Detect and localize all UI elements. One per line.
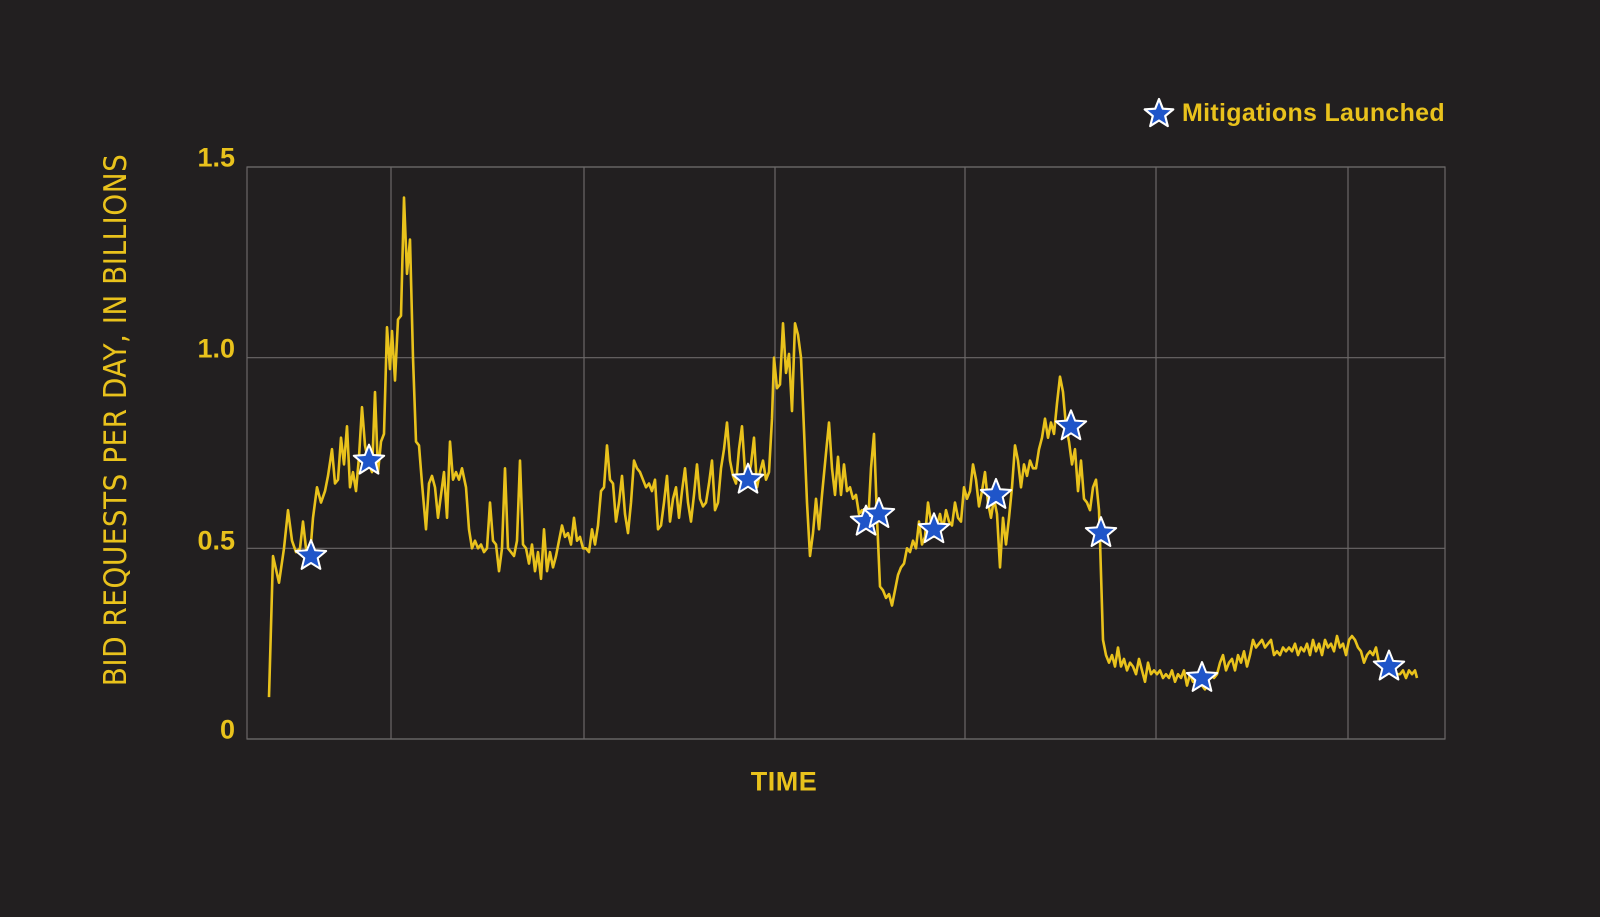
- mitigation-star-icon: [862, 497, 896, 528]
- mitigation-star-icon: [352, 443, 386, 475]
- mitigation-star-icon: [917, 512, 951, 544]
- y-axis-title: BID REQUESTS PER DAY, IN BILLIONS: [98, 153, 134, 687]
- x-axis-title: TIME: [750, 766, 818, 797]
- y-tick-0-5: 0.5: [197, 525, 235, 556]
- plot-frame: [246, 166, 1446, 740]
- mitigation-star-icon: [979, 477, 1013, 509]
- mitigation-star-icon: [1185, 661, 1219, 692]
- bid-requests-line: [267, 196, 1419, 698]
- mitigation-star-icon: [1054, 409, 1088, 441]
- y-tick-0: 0: [219, 714, 235, 745]
- mitigation-star-icon: [731, 462, 765, 494]
- y-tick-1-0: 1.0: [197, 333, 235, 364]
- mitigation-star-icon: [294, 539, 328, 570]
- mitigation-markers: [294, 409, 1406, 692]
- y-tick-1-5: 1.5: [197, 142, 235, 173]
- mitigation-star-icon: [1084, 516, 1118, 547]
- legend: Mitigations Launched: [1142, 96, 1445, 130]
- star-icon: [1143, 97, 1175, 128]
- mitigation-star-icon: [1372, 649, 1406, 681]
- gridlines: [247, 166, 1445, 740]
- legend-label: Mitigations Launched: [1182, 98, 1445, 127]
